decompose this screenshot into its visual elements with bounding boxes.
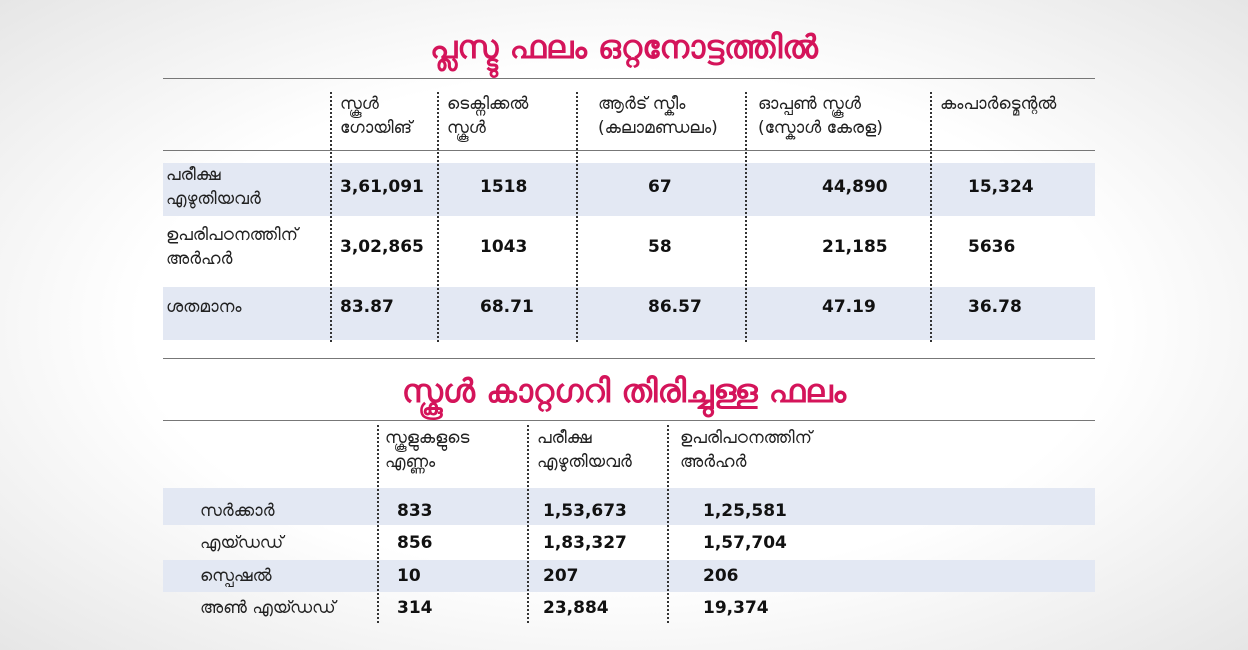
row-shade	[163, 163, 1095, 216]
row-label: സർക്കാർ	[200, 501, 275, 521]
column-header: എണ്ണം	[385, 452, 436, 472]
cell-value: 47.19	[822, 297, 876, 317]
column-separator	[437, 92, 439, 342]
cell-value: 23,884	[543, 598, 609, 618]
rule	[163, 420, 1095, 421]
column-header: (സ്കോൾ കേരള)	[758, 118, 883, 138]
cell-value: 68.71	[480, 297, 534, 317]
column-separator	[930, 92, 932, 342]
row-label: അൺ എയ്ഡഡ്	[200, 598, 336, 618]
column-header: (കലാമണ്ഡലം)	[598, 118, 718, 138]
rule	[163, 78, 1095, 79]
cell-value: 856	[397, 533, 433, 553]
cell-value: 44,890	[822, 177, 888, 197]
column-header: സ്കൂൾ	[447, 118, 486, 138]
cell-value: 5636	[968, 237, 1016, 257]
cell-value: 58	[648, 237, 672, 257]
column-header: സ്കൂൾ	[340, 94, 379, 114]
column-separator	[377, 425, 379, 623]
column-header: എഴുതിയവർ	[537, 452, 632, 472]
cell-value: 67	[648, 177, 672, 197]
column-header: കംപാർട്മെന്റൽ	[940, 94, 1057, 114]
row-label: സ്പെഷൽ	[200, 566, 272, 586]
cell-value: 314	[397, 598, 433, 618]
rule	[163, 358, 1095, 359]
column-separator	[745, 92, 747, 342]
cell-value: 1,53,673	[543, 501, 627, 521]
cell-value: 1,83,327	[543, 533, 627, 553]
row-label: പരീക്ഷ	[166, 165, 221, 185]
cell-value: 1,25,581	[703, 501, 787, 521]
cell-value: 10	[397, 566, 421, 586]
cell-value: 1518	[480, 177, 528, 197]
row-shade	[163, 287, 1095, 340]
column-header: ഉപരിപഠനത്തിന്	[680, 428, 812, 448]
column-header: ആർട് സ്കീം	[598, 94, 686, 114]
column-separator	[576, 92, 578, 342]
row-label: എയ്ഡഡ്	[200, 533, 284, 553]
cell-value: 83.87	[340, 297, 394, 317]
cell-value: 833	[397, 501, 433, 521]
row-label: എഴുതിയവർ	[166, 189, 261, 209]
title: പ്ലസ്ടു ഫലം ഒറ്റനോട്ടത്തിൽ	[430, 28, 818, 66]
column-header: പരീക്ഷ	[537, 428, 592, 448]
column-separator	[330, 92, 332, 342]
cell-value: 207	[543, 566, 579, 586]
cell-value: 19,374	[703, 598, 769, 618]
row-shade	[163, 488, 1095, 525]
row-label: ശതമാനം	[166, 297, 242, 317]
column-header: ഗോയിങ്	[340, 118, 413, 138]
cell-value: 86.57	[648, 297, 702, 317]
column-header: ഓപ്പൺ സ്കൂൾ	[758, 94, 861, 114]
cell-value: 1,57,704	[703, 533, 787, 553]
column-header: ടെക്നിക്കൽ	[447, 94, 529, 114]
column-separator	[527, 425, 529, 623]
cell-value: 36.78	[968, 297, 1022, 317]
row-label: ഉപരിപഠനത്തിന്	[166, 225, 298, 245]
row-label: അർഹർ	[166, 249, 233, 269]
rule	[163, 150, 1095, 151]
title: സ്കൂൾ കാറ്റഗറി തിരിച്ചുള്ള ഫലം	[401, 372, 847, 410]
cell-value: 15,324	[968, 177, 1034, 197]
cell-value: 206	[703, 566, 739, 586]
cell-value: 1043	[480, 237, 528, 257]
cell-value: 3,61,091	[340, 177, 424, 197]
cell-value: 21,185	[822, 237, 888, 257]
cell-value: 3,02,865	[340, 237, 424, 257]
column-separator	[667, 425, 669, 623]
row-shade	[163, 560, 1095, 592]
column-header: അർഹർ	[680, 452, 747, 472]
column-header: സ്കൂളുകളുടെ	[385, 428, 470, 448]
